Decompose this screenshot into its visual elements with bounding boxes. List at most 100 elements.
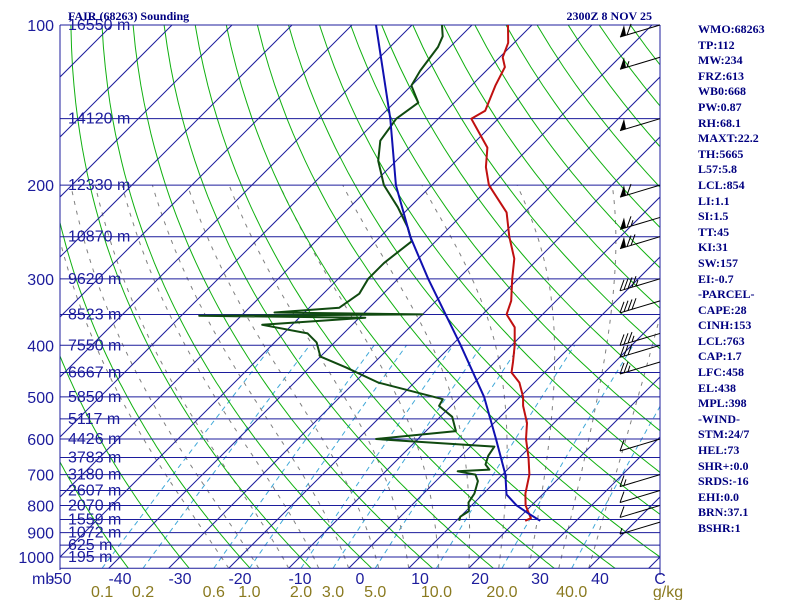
wind-barb-staff [619,438,661,452]
dry-adiabat--40 [60,461,129,569]
stat-item: HEL:73 [698,443,740,458]
mixing-ratio-tick-label: 0.6 [203,584,225,600]
mixing-ratio-line-10 [435,345,576,569]
wind-barb-flag [627,299,633,311]
mixing-ratio-tick-label: 40.0 [556,584,587,600]
wind-barb-staff [619,332,661,346]
stat-item: SW:157 [698,255,739,270]
stat-item: CINH:153 [698,318,752,333]
wind-barb [619,438,661,452]
wind-barb-flag [627,277,633,289]
temperature-tick-label: 0 [356,571,365,588]
stat-item: BSHR:1 [698,521,741,535]
stat-item: CAPE:28 [698,302,747,317]
stat-item: MAXT:22.2 [698,131,759,146]
mixing-ratio-tick-label: 10.0 [421,584,452,600]
dry-adiabat-80 [350,25,660,432]
isotherm--90 [60,25,353,318]
wind-barb [619,504,661,518]
wind-barb-flag [619,439,625,452]
wind-barb [619,474,661,488]
wind-barb [619,361,661,375]
pressure-tick-label: 500 [27,390,54,407]
height-label: 16550 m [68,17,130,34]
wind-barb-flag [619,491,625,503]
wind-barb-staff [619,118,661,132]
height-label: 3180 m [68,467,121,484]
isotherms [60,25,660,569]
moist-adiabat--5 [121,184,320,569]
moist-adiabat-15 [279,184,440,569]
mixing-ratio-tick-label: 1.0 [238,584,260,600]
isotherm--110 [60,25,233,198]
isotherm-10 [408,316,660,569]
isotherm--100 [60,25,293,258]
wind-barb-staff [619,344,661,358]
wind-barb-flag [619,506,625,518]
wind-barb-half-flag [627,365,631,372]
isotherm-20 [468,376,660,569]
mixing-ratio-tick-label: 0.1 [91,584,113,600]
temperature-tick-label: 20 [471,571,489,588]
mixing-ratio-line-0.1 [101,344,273,569]
wind-barb-flag [626,183,632,196]
isotherm--70 [60,25,473,438]
stat-item: KI:31 [698,240,728,255]
wind-barb-flag [627,331,633,344]
wind-barb-staff [619,216,661,230]
height-label: 3783 m [68,450,121,467]
moist-adiabat-35 [558,185,617,569]
moist-adiabat-30 [516,184,556,569]
height-label: 9620 m [68,271,121,288]
height-label: 5117 m [68,411,120,428]
stat-item: LFC:458 [698,365,744,380]
dry-adiabat-30 [194,25,555,569]
mixing-ratio-tick-label: g/kg [653,584,683,600]
temperature-tick-label: -10 [288,571,311,588]
stat-item: EL:438 [698,380,737,395]
stat-item: WMO:68263 [698,22,765,36]
wind-barb-staff [619,521,661,535]
height-label: 10870 m [68,229,130,246]
moist-adiabats [60,184,660,569]
wind-barb [619,343,661,358]
wind-barb-pennant [620,217,626,230]
stat-item: TH:5665 [698,146,744,161]
wind-barb-staff [619,490,661,504]
stat-item: SI:1.5 [698,209,729,224]
pressure-tick-label: 1000 [18,550,54,567]
isotherm-0 [348,256,660,569]
stat-item: LCL:763 [698,333,745,348]
stat-item: -PARCEL- [698,287,755,302]
dry-adiabat-20 [163,25,494,569]
sounding-time: 2300Z 8 NOV 25 [567,9,652,23]
dewpoint-trace [198,25,496,522]
wind-barb [619,276,661,292]
wind-barb-half-flag [623,479,627,486]
height-label: 7550 m [68,337,121,354]
temperature-tick-label: -50 [48,571,71,588]
dry-adiabat-90 [381,25,660,391]
wind-barb-staff [619,361,661,375]
temperature-tick-label: 40 [591,571,609,588]
wind-barb [619,298,661,314]
height-label: 6667 m [68,365,121,382]
wind-barb-pennant [620,236,626,249]
wind-barb-pennant [620,57,626,70]
wind-barb-flag [631,298,637,310]
mixing-ratio-tick-label: 0.2 [132,584,154,600]
mixing-ratio-tick-label: 20.0 [486,584,517,600]
height-label: 2070 m [68,497,121,514]
wind-barb [619,521,661,535]
dry-adiabat--10 [70,25,312,569]
dry-adiabat--20 [60,220,251,569]
pressure-tick-label: 700 [27,468,54,485]
wind-barb-flag [627,343,633,356]
stat-item: CAP:1.7 [698,349,742,364]
wind-barb [619,118,661,132]
wind-barb [619,183,661,198]
wind-barb [619,23,661,38]
temperature-tick-label: -40 [108,571,131,588]
wind-barb [619,490,661,504]
temperature-tick-label: -30 [168,571,191,588]
